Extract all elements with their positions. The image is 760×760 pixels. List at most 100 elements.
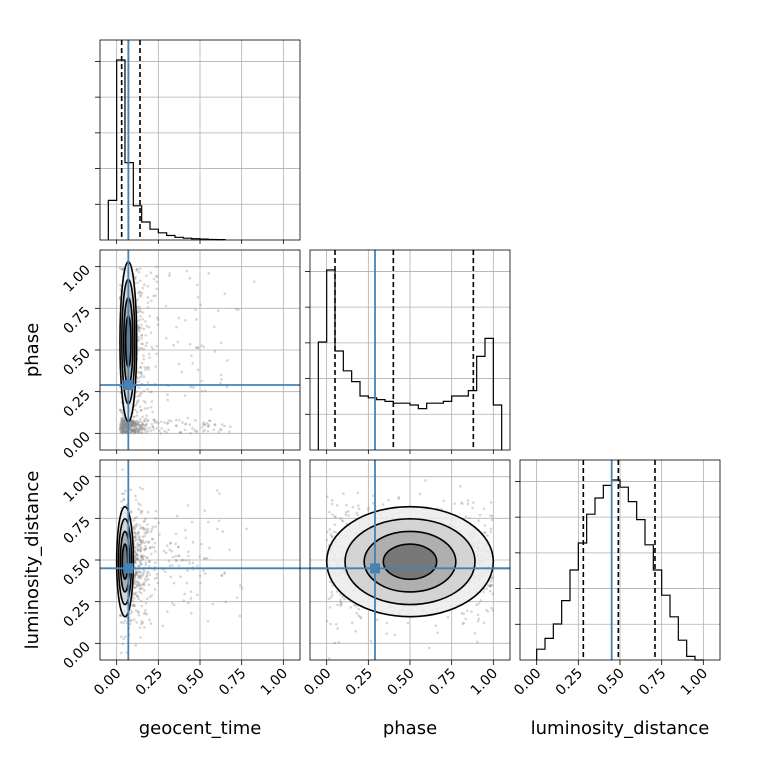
scatter-point — [137, 564, 141, 568]
scatter-point — [482, 621, 486, 625]
scatter-point — [143, 283, 146, 286]
scatter-point — [371, 494, 375, 498]
scatter-point — [120, 427, 123, 430]
scatter-point — [184, 559, 188, 562]
scatter-point — [130, 610, 134, 614]
scatter-point — [141, 426, 144, 430]
scatter-point — [141, 487, 144, 491]
scatter-point — [121, 432, 124, 435]
scatter-point — [142, 357, 146, 361]
scatter-point — [138, 626, 142, 629]
scatter-point — [215, 452, 218, 455]
scatter-point — [172, 581, 176, 585]
scatter-point — [372, 501, 375, 505]
scatter-point — [135, 593, 138, 597]
scatter-point — [138, 420, 142, 423]
scatter-point — [155, 426, 159, 430]
scatter-point — [488, 584, 492, 588]
scatter-point — [121, 427, 124, 431]
scatter-point — [190, 520, 194, 524]
scatter-point — [200, 389, 204, 393]
scatter-point — [150, 593, 154, 597]
scatter-point — [153, 421, 157, 424]
scatter-point — [139, 587, 142, 590]
scatter-point — [141, 415, 144, 419]
scatter-point — [339, 600, 342, 604]
scatter-point — [120, 422, 123, 426]
scatter-point — [133, 557, 137, 561]
scatter-point — [145, 555, 148, 559]
scatter-point — [133, 555, 137, 558]
scatter-point — [148, 595, 152, 599]
scatter-point — [328, 528, 332, 531]
scatter-point — [122, 425, 126, 428]
scatter-point — [147, 540, 151, 544]
scatter-point — [119, 420, 123, 424]
scatter-point — [134, 580, 138, 584]
scatter-point — [195, 318, 198, 321]
scatter-point — [212, 428, 216, 431]
scatter-point — [132, 525, 135, 529]
scatter-point — [132, 603, 136, 606]
scatter-point — [145, 597, 149, 601]
scatter-point — [139, 561, 142, 564]
y-tick-label: 1.00 — [60, 262, 93, 295]
scatter-point — [356, 491, 360, 495]
scatter-point — [189, 431, 192, 435]
scatter-point — [132, 420, 136, 424]
scatter-point — [137, 371, 140, 374]
scatter-point — [129, 424, 132, 427]
y-tick-label: 0.75 — [60, 304, 93, 337]
scatter-point — [238, 614, 242, 618]
scatter-point — [240, 586, 244, 590]
scatter-point — [138, 538, 142, 542]
scatter-point — [213, 423, 217, 426]
scatter-point — [207, 423, 210, 426]
scatter-point — [189, 590, 193, 593]
scatter-point — [139, 539, 142, 543]
scatter-point — [122, 425, 125, 429]
scatter-point — [121, 419, 124, 422]
scatter-point — [155, 344, 158, 348]
scatter-point — [136, 557, 139, 561]
scatter-point — [152, 419, 156, 422]
scatter-point — [483, 531, 487, 534]
scatter-point — [135, 553, 138, 557]
scatter-point — [211, 602, 215, 606]
scatter-point — [136, 422, 140, 425]
scatter-point — [123, 424, 127, 427]
scatter-point — [136, 573, 139, 577]
scatter-point — [134, 538, 138, 541]
scatter-point — [119, 422, 122, 426]
scatter-point — [346, 509, 350, 513]
scatter-point — [133, 277, 137, 281]
scatter-point — [175, 418, 178, 422]
scatter-point — [477, 519, 480, 523]
scatter-point — [133, 554, 137, 558]
y-axis-label-phase: phase — [22, 323, 43, 377]
scatter-point — [122, 419, 125, 423]
scatter-point — [141, 540, 144, 543]
scatter-point — [140, 429, 143, 432]
scatter-point — [218, 427, 222, 431]
scatter-point — [196, 346, 199, 349]
scatter-point — [184, 422, 188, 425]
scatter-point — [134, 579, 137, 582]
scatter-point — [143, 419, 146, 422]
scatter-point — [329, 532, 332, 536]
scatter-point — [359, 616, 363, 620]
scatter-point — [139, 543, 142, 547]
scatter-point — [186, 416, 190, 420]
scatter-point — [150, 345, 154, 349]
scatter-point — [138, 338, 141, 342]
scatter-point — [491, 592, 495, 596]
scatter-point — [195, 430, 199, 434]
scatter-point — [134, 558, 138, 562]
scatter-point — [181, 421, 184, 424]
scatter-point — [142, 347, 146, 351]
scatter-point — [139, 371, 143, 374]
scatter-point — [188, 562, 191, 565]
scatter-point — [133, 586, 137, 590]
scatter-point — [142, 427, 146, 431]
